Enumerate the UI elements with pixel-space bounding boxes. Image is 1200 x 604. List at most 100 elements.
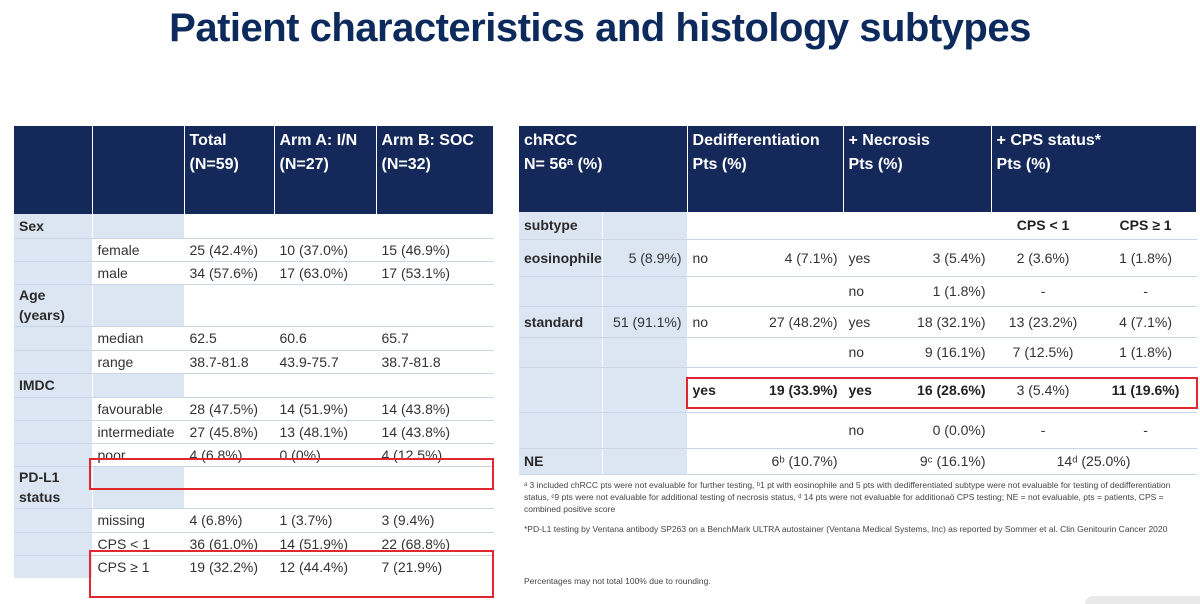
row-label: favourable	[92, 397, 185, 421]
cell-dediff: no	[687, 306, 748, 338]
cell-dediff-n: 6ᵇ (10.7%)	[747, 448, 844, 475]
cell-cps-ge1: 1 (1.8%)	[1095, 239, 1197, 277]
cell-necrosis: yes	[843, 239, 904, 277]
section-label: Age (years)	[14, 284, 93, 327]
header-total: Total (N=59)	[184, 126, 275, 214]
header-arm-b: Arm B: SOC (N=32)	[376, 126, 493, 214]
cell-necrosis-n: 1 (1.8%)	[903, 276, 992, 307]
footnote-row: *PD-L1 testing by Ventana antibody SP263…	[519, 519, 1196, 571]
table-row: Sex	[14, 214, 494, 239]
table-row: missing 4 (6.8%) 1 (3.7%) 3 (9.4%)	[14, 508, 494, 533]
footnote-rounding: Percentages may not total 100% due to ro…	[524, 576, 711, 586]
cell-necrosis-n: 18 (32.1%)	[903, 306, 992, 338]
cell-cps-ge1: 11 (19.6%)	[1095, 367, 1197, 413]
cell-arm-b: 38.7-81.8	[376, 350, 494, 374]
cell-arm-b: 65.7	[376, 326, 494, 351]
section-label: PD-L1 status	[14, 466, 93, 509]
cell-arm-a: 13 (48.1%)	[274, 420, 377, 444]
table-row: CPS < 1 36 (61.0%) 14 (51.9%) 22 (68.8%)	[14, 532, 494, 556]
row-label: male	[92, 261, 185, 285]
cell-necrosis-n: 16 (28.6%)	[903, 367, 992, 413]
table-row: range 38.7-81.8 43.9-75.7 38.7-81.8	[14, 350, 494, 374]
cell-total: 25 (42.4%)	[184, 238, 275, 262]
row-label: missing	[92, 508, 185, 533]
section-label: Sex	[14, 214, 93, 239]
row-label: eosinophile	[519, 239, 603, 277]
cell-total: 34 (57.6%)	[184, 261, 275, 285]
cell-total: 19 (32.2%)	[184, 555, 275, 578]
cell-cps-lt1: 13 (23.2%)	[991, 306, 1096, 338]
row-label: CPS < 1	[92, 532, 185, 556]
cell-arm-a: 0 (0%)	[274, 443, 377, 467]
corner-decoration	[1085, 596, 1200, 604]
footnote-abbreviations: ᵃ 3 included chRCC pts were not evaluabl…	[524, 479, 1171, 514]
cell-necrosis: yes	[843, 367, 904, 413]
cell-cps-lt1: -	[991, 412, 1096, 449]
cell-cps-lt1: 3 (5.4%)	[991, 367, 1096, 413]
cell-dediff: no	[687, 239, 748, 277]
cell-total: 27 (45.8%)	[184, 420, 275, 444]
table-row: female 25 (42.4%) 10 (37.0%) 15 (46.9%)	[14, 238, 494, 262]
cell-arm-b: 4 (12.5%)	[376, 443, 494, 467]
cell-arm-a: 43.9-75.7	[274, 350, 377, 374]
cell-dediff-n: 4 (7.1%)	[747, 239, 844, 277]
cell-necrosis-n: 9 (16.1%)	[903, 337, 992, 368]
subtype-label: subtype	[519, 212, 603, 240]
table-row: favourable 28 (47.5%) 14 (51.9%) 14 (43.…	[14, 397, 494, 421]
cell-cps-lt1: 7 (12.5%)	[991, 337, 1096, 368]
cell-dediff-n: 27 (48.2%)	[747, 306, 844, 338]
cell-arm-a: 17 (63.0%)	[274, 261, 377, 285]
table-row: poor 4 (6.8%) 0 (0%) 4 (12.5%)	[14, 443, 494, 467]
table-row: no 9 (16.1%) 7 (12.5%) 1 (1.8%)	[519, 337, 1197, 368]
row-label: standard	[519, 306, 603, 338]
cps-lt1-header: CPS < 1	[991, 212, 1096, 240]
table-row: IMDC	[14, 373, 494, 398]
table-row: PD-L1 status	[14, 466, 494, 509]
table-row: yes 19 (33.9%) yes 16 (28.6%) 3 (5.4%) 1…	[519, 367, 1197, 413]
table-row: intermediate 27 (45.8%) 13 (48.1%) 14 (4…	[14, 420, 494, 444]
cell-necrosis-n: 0 (0.0%)	[903, 412, 992, 449]
cell-arm-b: 14 (43.8%)	[376, 420, 494, 444]
cell-arm-a: 60.6	[274, 326, 377, 351]
cell-cps-ge1: 1 (1.8%)	[1095, 337, 1197, 368]
row-label: intermediate	[92, 420, 185, 444]
row-label: poor	[92, 443, 185, 467]
cell-total: 4 (6.8%)	[184, 443, 275, 467]
cell-arm-a: 14 (51.9%)	[274, 397, 377, 421]
table-row: no 0 (0.0%) - -	[519, 412, 1197, 449]
cell-arm-b: 22 (68.8%)	[376, 532, 494, 556]
cell-necrosis: yes	[843, 306, 904, 338]
cell-arm-a: 14 (51.9%)	[274, 532, 377, 556]
cell-dediff-n: 19 (33.9%)	[747, 367, 844, 413]
cell-total: 4 (6.8%)	[184, 508, 275, 533]
cell-cps-ge1: 4 (7.1%)	[1095, 306, 1197, 338]
header-empty-2	[92, 126, 185, 214]
table-row: no 1 (1.8%) - -	[519, 276, 1197, 307]
cell-arm-b: 15 (46.9%)	[376, 238, 494, 262]
row-label: median	[92, 326, 185, 351]
patient-characteristics-table: Total (N=59) Arm A: I/N (N=27) Arm B: SOC(…	[14, 126, 494, 578]
cell-necrosis-n: 9ᶜ (16.1%)	[903, 448, 992, 475]
header-empty-1	[14, 126, 93, 214]
cell-total: 28 (47.5%)	[184, 397, 275, 421]
cell-total: 62.5	[184, 326, 275, 351]
table-row: male 34 (57.6%) 17 (63.0%) 17 (53.1%)	[14, 261, 494, 285]
footnote-row: Percentages may not total 100% due to ro…	[519, 571, 1196, 593]
cell-total: 36 (61.0%)	[184, 532, 275, 556]
page-title: Patient characteristics and histology su…	[169, 6, 1031, 50]
cell-arm-a: 1 (3.7%)	[274, 508, 377, 533]
cps-ge1-header: CPS ≥ 1	[1095, 212, 1197, 240]
cell-arm-b: 7 (21.9%)	[376, 555, 494, 578]
cell-n: 51 (91.1%)	[602, 306, 688, 338]
cell-necrosis: no	[843, 337, 904, 368]
section-label: IMDC	[14, 373, 93, 398]
header-cps-status: + CPS status* Pts (%)	[991, 126, 1197, 212]
header-dedifferentiation: Dedifferentiation Pts (%)	[687, 126, 844, 212]
header-chrcc: chRCC N= 56ᵃ (%)	[519, 126, 688, 212]
row-label: female	[92, 238, 185, 262]
cell-arm-b: 17 (53.1%)	[376, 261, 494, 285]
cell-cps-n: 14ᵈ (25.0%)	[991, 448, 1197, 475]
cell-necrosis-n: 3 (5.4%)	[903, 239, 992, 277]
cell-cps-lt1: 2 (3.6%)	[991, 239, 1096, 277]
footnote-pdl1: *PD-L1 testing by Ventana antibody SP263…	[524, 524, 1168, 534]
